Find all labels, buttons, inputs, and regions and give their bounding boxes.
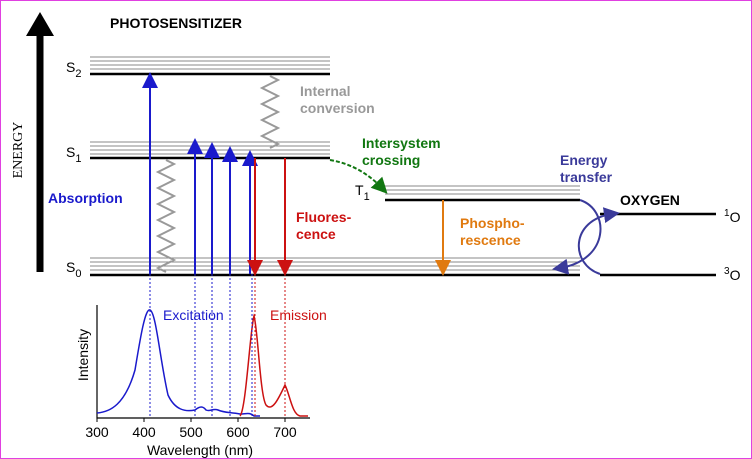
label: Energy transfer [560,152,613,185]
x-tick-label: 500 [179,424,203,440]
label: Absorption [48,190,123,206]
energy-arrowhead [26,12,54,36]
emission-curve [239,313,308,417]
state-label: T1 [355,182,370,203]
energy-label: ENERGY [11,122,26,179]
x-label: Wavelength (nm) [147,442,253,458]
state-label: 3O [724,266,741,283]
state-label: S0 [66,259,81,280]
state-label: S2 [66,59,81,80]
isc-arrow [329,159,388,194]
x-tick-label: 700 [273,424,297,440]
x-tick-label: 600 [226,424,250,440]
label: Excitation [163,307,224,323]
energy-levels [90,56,716,277]
label: Phospho-rescence [460,215,525,248]
internal-conversion-wave [259,75,281,149]
energy-transfer-arrow [552,199,602,275]
title: PHOTOSENSITIZER [110,15,242,31]
label: OXYGEN [620,192,680,208]
state-label: S1 [66,144,81,165]
y-label: Intensity [75,329,91,381]
x-tick-label: 400 [132,424,156,440]
energy-transfer-arrow [577,207,620,275]
label: Internal conversion [300,83,375,116]
excitation-curve [96,309,260,417]
state-label: 1O [724,208,741,225]
spectrum-inset: Excitation Emission Intensity Wavelength… [75,274,327,458]
label: Fluores-cence [296,209,352,242]
label: Intersystem crossing [362,135,441,168]
label: Emission [270,307,327,323]
vibrational-relaxation-wave [155,159,177,273]
x-tick-label: 300 [85,424,109,440]
